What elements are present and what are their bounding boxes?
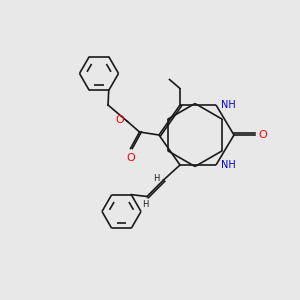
Text: H: H: [154, 174, 160, 183]
Text: H: H: [142, 200, 149, 209]
Text: NH: NH: [221, 160, 236, 170]
Text: O: O: [126, 153, 135, 163]
Text: O: O: [259, 130, 267, 140]
Text: NH: NH: [221, 100, 236, 110]
Text: O: O: [115, 115, 124, 125]
